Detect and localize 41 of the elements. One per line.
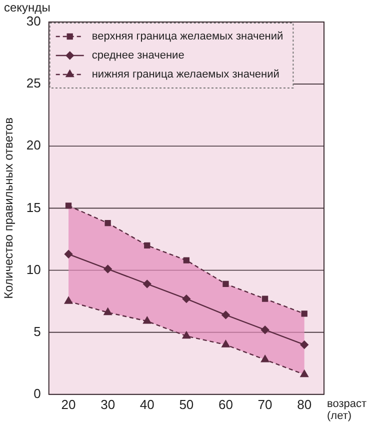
x-tick-label: 50 [179,396,194,412]
y-tick-label: 30 [26,14,41,29]
point [64,250,73,258]
point [260,355,270,362]
x-axis-title: возраст (лет) [327,398,367,422]
point [64,296,73,304]
y-tick-label: 20 [26,138,41,153]
x-tick-label: 40 [140,396,154,412]
point [104,308,112,316]
point [143,316,152,324]
point [104,220,111,226]
legend-label: нижняя граница желаемых значений [92,68,280,81]
point [182,294,191,303]
x-tick-label: 20 [61,396,76,412]
y-tick-label: 15 [26,200,41,215]
point [143,280,152,288]
y-axis-title: Количество правильных ответов [2,118,16,299]
x-tick-label: 80 [297,396,312,412]
y-tick-label: 0 [34,386,41,401]
point [144,242,150,249]
point [301,310,308,317]
point [182,331,190,339]
point [104,264,112,274]
x-tick-label: 30 [100,396,116,412]
y-tick-label: 10 [26,262,41,277]
point [65,202,72,209]
x-tick-label: 60 [218,396,233,412]
point [222,280,229,287]
point [183,257,190,264]
point [222,310,230,320]
x-tick-label: 70 [258,396,272,412]
y-tick-label: 5 [34,324,41,339]
point [262,296,268,302]
text: секунды [4,0,50,14]
legend-label: верхняя граница желаемых значений [92,30,284,43]
point [260,326,270,334]
legend-label: среднее значение [92,50,184,62]
point [222,340,230,348]
y-tick-label: 25 [26,76,41,91]
point [300,340,308,349]
point [300,370,308,378]
